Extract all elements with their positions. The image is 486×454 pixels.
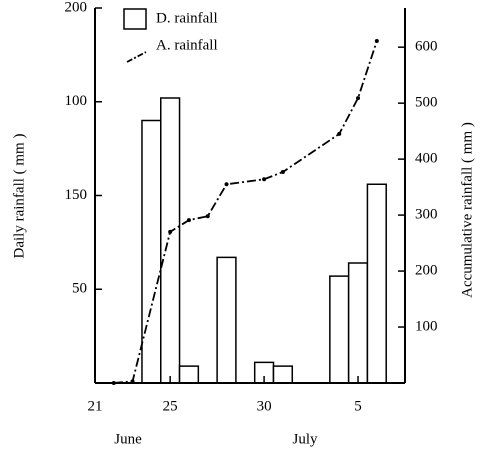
legend-label: D. rainfall	[156, 10, 218, 26]
y2-tick-label: 300	[415, 207, 438, 223]
bar	[160, 97, 181, 384]
point	[337, 131, 342, 136]
x-group-label: June	[114, 431, 142, 447]
y-tick-label: 150	[65, 187, 88, 203]
y2-tick-label: 400	[415, 151, 438, 167]
point	[356, 96, 361, 101]
y2-tick-label: 100	[415, 318, 438, 334]
x-tick-label: 5	[354, 398, 362, 414]
bar	[329, 275, 350, 384]
legend-swatch	[123, 8, 147, 30]
x-tick-label: 21	[88, 398, 103, 414]
point	[262, 177, 267, 182]
point	[224, 182, 229, 187]
bar	[216, 256, 237, 384]
y2-axis-label: Accumulative rainfall ( mm )	[459, 122, 475, 298]
legend-label: A. rainfall	[156, 37, 218, 53]
y-tick-label: 50	[72, 281, 87, 297]
bar	[178, 365, 200, 384]
bar	[366, 183, 387, 384]
y-tick-label: 200	[65, 0, 88, 15]
point	[168, 229, 173, 234]
point	[205, 214, 210, 219]
legend-swatch	[126, 51, 147, 63]
point	[280, 169, 285, 174]
y2-tick-label: 200	[415, 262, 438, 278]
bar	[347, 262, 369, 384]
x-tick-label: 25	[163, 398, 178, 414]
y-tick-label: 100	[65, 93, 88, 109]
point	[374, 39, 379, 44]
point	[186, 218, 191, 223]
bar	[141, 119, 162, 384]
y-axis-label: Daily rainfall ( mm )	[11, 134, 27, 259]
x-group-label: July	[292, 431, 318, 447]
x-tick-label: 30	[257, 398, 272, 414]
bar	[272, 365, 294, 384]
y2-tick-label: 600	[415, 39, 438, 55]
y2-tick-label: 500	[415, 95, 438, 111]
